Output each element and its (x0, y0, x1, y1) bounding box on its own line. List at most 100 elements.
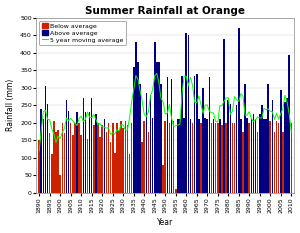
Bar (175, 189, 176, 193)
Bar (240, 119, 242, 193)
Bar (227, 100, 229, 193)
Bar (156, 62, 158, 193)
Bar (59, 175, 61, 193)
Bar (288, 55, 290, 193)
Bar (133, 67, 134, 193)
Bar (219, 119, 220, 193)
Bar (61, 123, 63, 193)
Bar (194, 75, 195, 193)
Bar (122, 128, 124, 193)
Bar (70, 123, 71, 193)
Bar (250, 119, 252, 193)
Bar (282, 132, 284, 193)
Bar (148, 132, 149, 193)
Bar (272, 100, 273, 193)
Bar (181, 75, 183, 193)
Bar (99, 137, 101, 193)
Bar (234, 123, 236, 193)
Bar (85, 112, 86, 193)
Bar (263, 119, 265, 193)
Bar (232, 123, 233, 193)
Bar (158, 62, 160, 193)
Bar (51, 154, 52, 193)
Bar (198, 119, 200, 193)
Bar (225, 123, 227, 193)
Bar (284, 102, 286, 193)
Bar (238, 28, 240, 193)
Bar (257, 132, 259, 193)
Bar (230, 104, 231, 193)
Bar (169, 123, 170, 193)
Bar (146, 93, 147, 193)
Bar (137, 62, 139, 193)
Bar (206, 119, 208, 193)
Bar (114, 153, 116, 193)
Y-axis label: Rainfall (mm): Rainfall (mm) (6, 79, 15, 131)
Bar (97, 123, 99, 193)
Bar (139, 84, 141, 193)
Bar (38, 140, 40, 193)
Legend: Below average, Above average, 5 year moving average: Below average, Above average, 5 year mov… (39, 21, 126, 45)
Bar (171, 79, 172, 193)
Bar (261, 105, 263, 193)
Bar (43, 119, 44, 193)
Bar (74, 123, 76, 193)
Bar (276, 121, 278, 193)
Bar (244, 84, 246, 193)
Bar (112, 123, 113, 193)
Bar (103, 119, 105, 193)
Bar (108, 123, 109, 193)
Bar (221, 125, 223, 193)
Bar (213, 119, 214, 193)
Bar (127, 125, 128, 193)
Bar (167, 77, 168, 193)
Bar (53, 121, 55, 193)
Bar (196, 74, 197, 193)
Bar (188, 35, 189, 193)
Bar (45, 86, 46, 193)
Bar (246, 118, 248, 193)
Bar (278, 123, 280, 193)
Bar (211, 123, 212, 193)
Bar (192, 123, 193, 193)
Bar (215, 123, 216, 193)
Bar (135, 42, 136, 193)
Bar (129, 154, 130, 193)
Bar (259, 114, 261, 193)
Bar (47, 104, 48, 193)
Bar (280, 89, 282, 193)
Bar (236, 105, 238, 193)
Bar (173, 121, 174, 193)
Bar (66, 100, 67, 193)
Bar (290, 123, 292, 193)
Bar (80, 135, 82, 193)
Bar (177, 119, 178, 193)
Bar (141, 142, 143, 193)
Bar (190, 119, 191, 193)
Bar (162, 165, 164, 193)
Bar (118, 130, 120, 193)
Bar (89, 112, 90, 193)
Bar (265, 119, 267, 193)
Bar (143, 121, 145, 193)
Bar (106, 132, 107, 193)
Bar (154, 42, 155, 193)
Bar (242, 132, 244, 193)
Bar (185, 34, 187, 193)
Bar (91, 98, 92, 193)
Title: Summer Rainfall at Orange: Summer Rainfall at Orange (85, 6, 245, 16)
X-axis label: Year: Year (157, 219, 173, 227)
Bar (208, 77, 210, 193)
Bar (274, 132, 275, 193)
Bar (110, 142, 111, 193)
Bar (200, 123, 202, 193)
Bar (40, 109, 42, 193)
Bar (57, 130, 59, 193)
Bar (202, 88, 204, 193)
Bar (78, 123, 80, 193)
Bar (64, 133, 65, 193)
Bar (95, 114, 97, 193)
Bar (150, 95, 151, 193)
Bar (179, 119, 181, 193)
Bar (72, 135, 74, 193)
